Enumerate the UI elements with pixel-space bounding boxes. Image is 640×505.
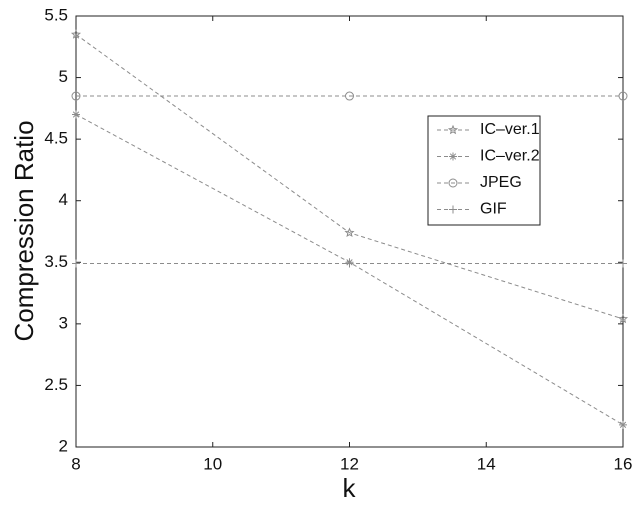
- x-tick-label: 12: [340, 454, 359, 473]
- y-tick-label: 5.5: [44, 5, 68, 24]
- marker: [619, 259, 627, 268]
- y-tick-label: 5: [59, 67, 68, 86]
- legend-marker: [449, 205, 457, 214]
- legend-marker: [447, 124, 459, 135]
- marker: [72, 259, 80, 268]
- legend-label: IC–ver.2: [480, 148, 540, 165]
- marker: [619, 420, 627, 429]
- y-tick-label: 4.5: [44, 129, 68, 148]
- legend-marker: [448, 178, 458, 188]
- marker: [617, 313, 629, 324]
- y-tick-label: 3.5: [44, 252, 68, 271]
- x-tick-label: 10: [203, 454, 222, 473]
- plot-frame: [75, 15, 624, 448]
- marker: [344, 227, 355, 238]
- x-axis-label: k: [343, 473, 357, 503]
- marker: [345, 259, 354, 268]
- marker: [71, 91, 81, 101]
- x-tick-label: 16: [614, 454, 633, 473]
- y-tick-label: 3: [59, 313, 68, 332]
- y-tick-label: 4: [59, 190, 68, 209]
- x-tick-label: 8: [71, 454, 80, 473]
- y-tick-label: 2.5: [44, 375, 68, 394]
- series-line: [75, 34, 624, 320]
- series-line: [75, 114, 624, 426]
- marker: [70, 29, 82, 39]
- y-tick-label: 2: [59, 436, 68, 455]
- legend-label: IC–ver.1: [480, 121, 540, 138]
- marker: [618, 91, 628, 101]
- x-tick-label: 14: [477, 454, 496, 473]
- legend-label: JPEG: [480, 174, 522, 191]
- legend-marker: [449, 152, 457, 161]
- y-axis-label: Compression Ratio: [9, 120, 39, 341]
- marker: [72, 110, 80, 119]
- marker: [344, 91, 355, 101]
- legend-box: [427, 115, 541, 226]
- legend-label: GIF: [480, 201, 507, 218]
